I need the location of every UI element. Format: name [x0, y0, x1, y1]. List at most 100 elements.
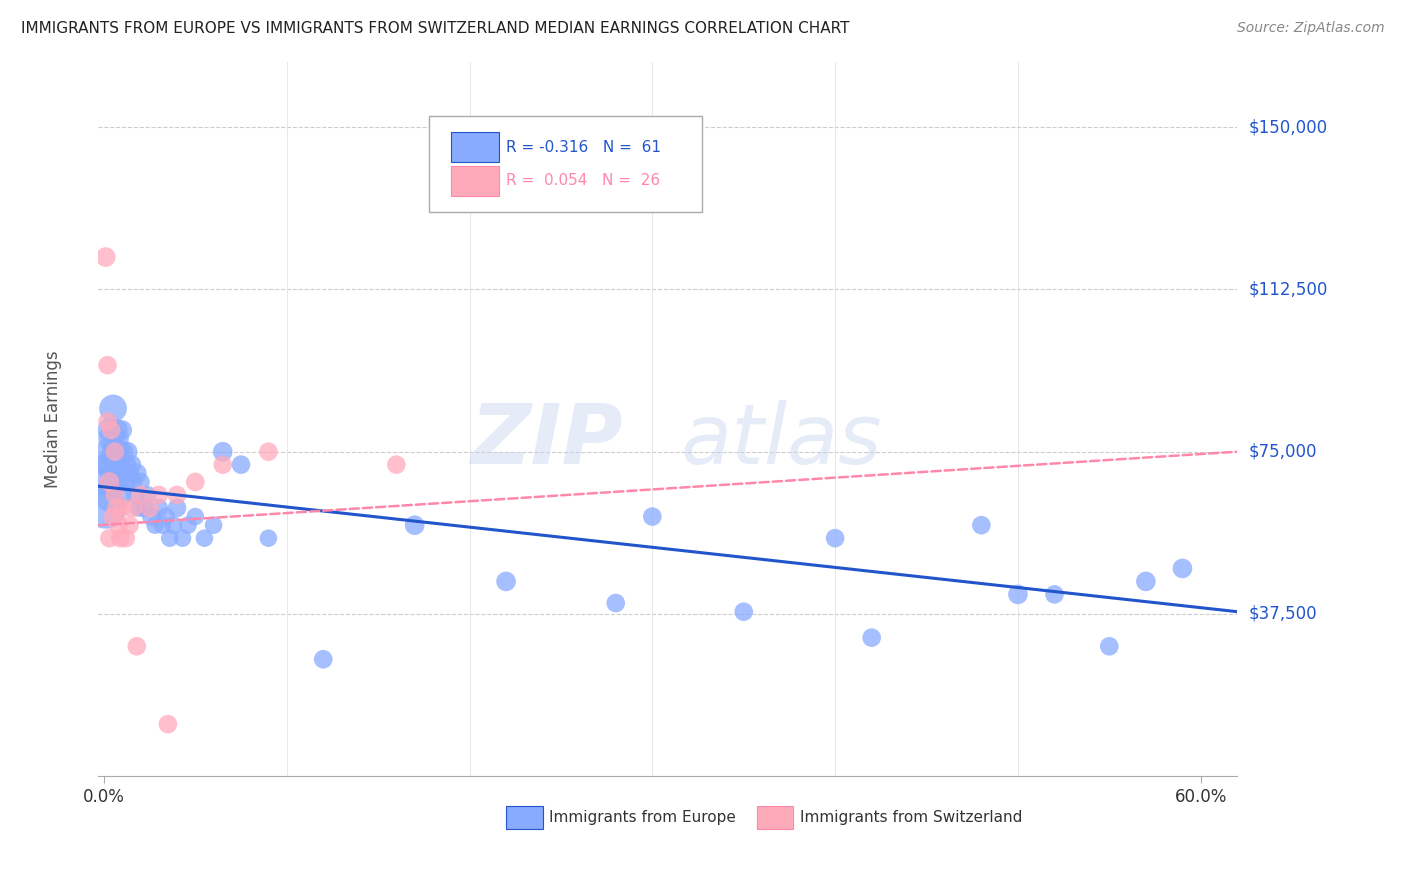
Point	[148, 500, 170, 515]
FancyBboxPatch shape	[756, 806, 793, 829]
Point	[107, 432, 129, 446]
Point	[125, 467, 148, 481]
Point	[159, 531, 181, 545]
Point	[128, 500, 150, 515]
Text: $37,500: $37,500	[1249, 605, 1317, 623]
Point	[98, 444, 121, 458]
Point	[118, 518, 141, 533]
Point	[824, 531, 846, 545]
Point	[860, 631, 883, 645]
Point	[177, 518, 200, 533]
Point	[733, 605, 755, 619]
Point	[98, 531, 121, 545]
Point	[107, 518, 129, 533]
Point	[122, 475, 145, 489]
Point	[115, 458, 138, 472]
Point	[110, 458, 132, 472]
Point	[1171, 561, 1194, 575]
Point	[101, 458, 124, 472]
Point	[155, 509, 177, 524]
Text: $112,500: $112,500	[1249, 280, 1327, 299]
Text: R = -0.316   N =  61: R = -0.316 N = 61	[506, 140, 661, 155]
Point	[120, 458, 142, 472]
Point	[1043, 587, 1066, 601]
Point	[129, 488, 152, 502]
Point	[111, 444, 134, 458]
Point	[211, 458, 233, 472]
Point	[125, 640, 148, 654]
Point	[122, 500, 145, 515]
Point	[118, 467, 141, 481]
Point	[1007, 587, 1029, 601]
Point	[172, 531, 194, 545]
Text: IMMIGRANTS FROM EUROPE VS IMMIGRANTS FROM SWITZERLAND MEDIAN EARNINGS CORRELATIO: IMMIGRANTS FROM EUROPE VS IMMIGRANTS FRO…	[21, 21, 849, 36]
Point	[104, 444, 127, 458]
FancyBboxPatch shape	[429, 116, 702, 212]
Point	[184, 475, 207, 489]
Point	[97, 358, 120, 372]
Text: Source: ZipAtlas.com: Source: ZipAtlas.com	[1237, 21, 1385, 35]
Point	[211, 444, 233, 458]
Point	[166, 488, 188, 502]
Point	[152, 518, 174, 533]
Point	[641, 509, 664, 524]
FancyBboxPatch shape	[451, 132, 499, 162]
Point	[98, 475, 121, 489]
Text: R =  0.054   N =  26: R = 0.054 N = 26	[506, 173, 661, 188]
Point	[101, 488, 124, 502]
Point	[105, 458, 128, 472]
Point	[970, 518, 993, 533]
Point	[97, 414, 120, 428]
Point	[100, 432, 122, 446]
Point	[105, 500, 128, 515]
Point	[101, 509, 124, 524]
Text: ZIP: ZIP	[470, 401, 623, 481]
Point	[202, 518, 225, 533]
Point	[101, 401, 124, 416]
Point	[110, 531, 132, 545]
Text: Immigrants from Europe: Immigrants from Europe	[550, 810, 737, 825]
Point	[100, 467, 122, 481]
Point	[184, 509, 207, 524]
Point	[141, 509, 163, 524]
Point	[1098, 640, 1121, 654]
Text: $75,000: $75,000	[1249, 442, 1317, 460]
Point	[115, 531, 138, 545]
Point	[94, 500, 117, 515]
Text: Immigrants from Switzerland: Immigrants from Switzerland	[800, 810, 1022, 825]
Point	[111, 423, 134, 437]
Point	[104, 475, 127, 489]
Point	[97, 458, 120, 472]
Point	[117, 444, 139, 458]
Point	[1135, 574, 1157, 589]
Point	[111, 500, 134, 515]
Point	[100, 423, 122, 437]
Point	[98, 423, 121, 437]
Point	[193, 531, 215, 545]
Point	[257, 444, 280, 458]
Text: Median Earnings: Median Earnings	[44, 351, 62, 488]
Point	[94, 250, 117, 264]
Text: $150,000: $150,000	[1249, 119, 1327, 136]
FancyBboxPatch shape	[506, 806, 543, 829]
FancyBboxPatch shape	[451, 166, 499, 196]
Point	[112, 475, 135, 489]
Point	[156, 717, 179, 731]
Point	[124, 488, 146, 502]
Point	[105, 423, 128, 437]
Point	[495, 574, 517, 589]
Point	[404, 518, 426, 533]
Point	[143, 518, 166, 533]
Point	[166, 500, 188, 515]
Point	[107, 444, 129, 458]
Point	[134, 500, 156, 515]
Point	[257, 531, 280, 545]
Point	[104, 444, 127, 458]
Point	[136, 488, 159, 502]
Point	[138, 500, 160, 515]
Point	[97, 475, 120, 489]
Point	[148, 488, 170, 502]
Text: atlas: atlas	[681, 401, 883, 481]
Point	[312, 652, 335, 666]
Point	[229, 458, 252, 472]
